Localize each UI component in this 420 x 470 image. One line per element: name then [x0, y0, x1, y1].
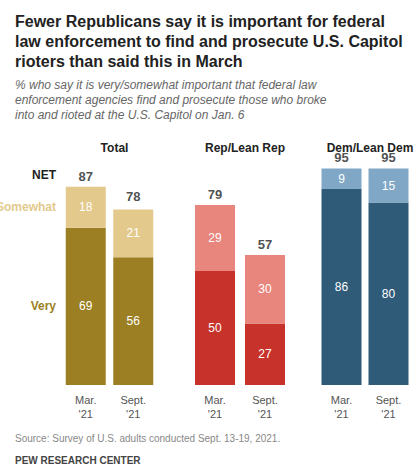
svg-text:'21: '21	[258, 408, 272, 420]
svg-text:57: 57	[258, 237, 272, 252]
svg-text:'21: '21	[208, 408, 222, 420]
svg-text:PEW RESEARCH CENTER: PEW RESEARCH CENTER	[15, 455, 141, 466]
svg-text:Mar.: Mar.	[331, 394, 352, 406]
svg-text:NET: NET	[32, 168, 57, 182]
svg-text:Rep/Lean Rep: Rep/Lean Rep	[205, 141, 285, 155]
svg-text:18: 18	[79, 200, 93, 214]
svg-text:86: 86	[335, 280, 349, 294]
svg-text:78: 78	[126, 189, 140, 204]
svg-text:Mar.: Mar.	[75, 394, 96, 406]
svg-text:'21: '21	[334, 408, 348, 420]
svg-text:Source: Survey of U.S. adults: Source: Survey of U.S. adults conducted …	[15, 433, 280, 444]
svg-text:Very: Very	[31, 299, 57, 313]
svg-text:Sept.: Sept.	[252, 394, 278, 406]
svg-text:95: 95	[381, 150, 396, 166]
svg-text:30: 30	[258, 282, 272, 296]
svg-text:'21: '21	[381, 408, 395, 420]
svg-text:law enforcement to find and pr: law enforcement to find and prosecute U.…	[15, 33, 407, 50]
svg-text:15: 15	[382, 179, 396, 193]
svg-text:Fewer Republicans say it is im: Fewer Republicans say it is important fo…	[15, 13, 389, 30]
svg-text:Total: Total	[101, 141, 129, 155]
svg-text:56: 56	[127, 314, 141, 328]
svg-text:'21: '21	[79, 408, 93, 420]
svg-text:Somewhat: Somewhat	[0, 200, 56, 214]
svg-text:21: 21	[127, 226, 141, 240]
svg-text:79: 79	[208, 187, 222, 202]
svg-text:Dem/Lean Dem: Dem/Lean Dem	[327, 141, 414, 155]
svg-text:'21: '21	[126, 408, 140, 420]
svg-text:Mar.: Mar.	[204, 394, 225, 406]
svg-text:rioters than said this in Marc: rioters than said this in March	[15, 53, 243, 70]
svg-text:95: 95	[334, 150, 349, 166]
svg-text:87: 87	[79, 169, 93, 184]
svg-text:50: 50	[208, 321, 222, 335]
svg-text:enforcement agencies find and: enforcement agencies find and prosecute …	[15, 93, 330, 107]
svg-text:69: 69	[79, 299, 93, 313]
svg-text:into and rioted at the U.S. Ca: into and rioted at the U.S. Capitol on J…	[15, 108, 245, 122]
svg-text:27: 27	[258, 347, 272, 361]
svg-text:Sept.: Sept.	[120, 394, 146, 406]
svg-text:29: 29	[208, 231, 222, 245]
svg-text:9: 9	[338, 172, 345, 186]
svg-text:80: 80	[382, 287, 396, 301]
svg-text:% who say it is very/somewhat: % who say it is very/somewhat important …	[15, 78, 320, 92]
svg-text:Sept.: Sept.	[376, 394, 402, 406]
